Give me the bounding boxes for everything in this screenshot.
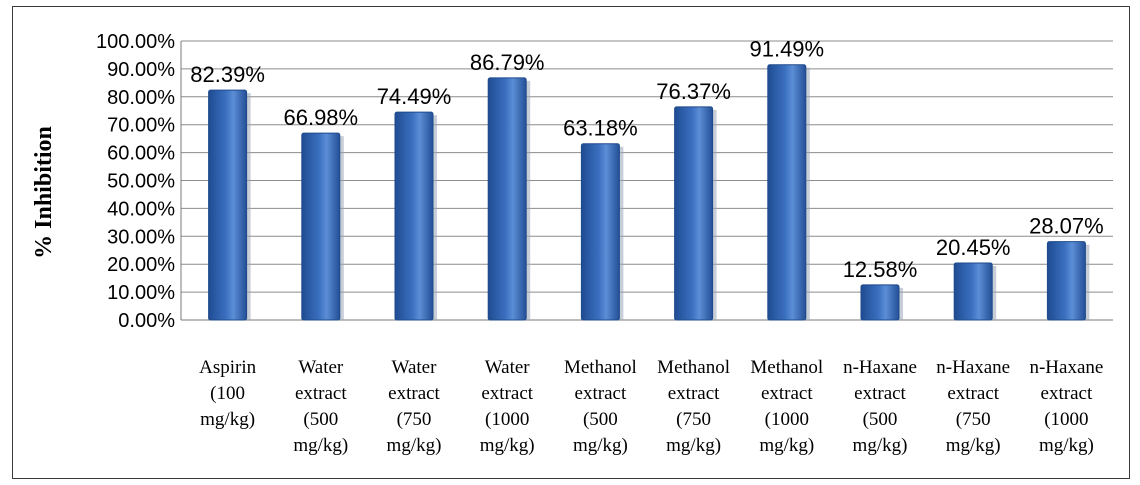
bar xyxy=(208,89,248,321)
data-label: 66.98% xyxy=(283,105,358,130)
x-category-label: n-Haxane extract (750 mg/kg) xyxy=(936,357,1010,456)
y-tick-label: 20.00% xyxy=(107,254,175,276)
bar xyxy=(487,77,527,321)
x-category-label: Water extract (750 mg/kg) xyxy=(387,357,442,456)
y-tick-label: 100.00% xyxy=(96,31,175,53)
bar xyxy=(860,284,900,321)
data-label: 91.49% xyxy=(749,37,824,62)
bar xyxy=(301,132,341,321)
y-tick-label: 10.00% xyxy=(107,282,175,304)
data-label: 86.79% xyxy=(470,50,545,75)
bars xyxy=(208,64,1090,321)
y-axis-tick-labels: 0.00% 10.00% 20.00% 30.00% 40.00% 50.00% 60.00… xyxy=(96,31,175,332)
x-axis-category-labels: Aspirin (100 mg/kg) Water extract (500 mg/kg) W… xyxy=(199,357,1103,456)
bar xyxy=(674,106,714,321)
y-tick-label: 40.00% xyxy=(107,198,175,220)
x-category-label: Aspirin (100 mg/kg) xyxy=(199,357,257,430)
y-tick-label: 80.00% xyxy=(107,87,175,109)
y-tick-label: 70.00% xyxy=(107,115,175,137)
bar xyxy=(394,111,434,321)
y-tick-label: 90.00% xyxy=(107,59,175,81)
y-tick-label: 30.00% xyxy=(107,226,175,248)
bar xyxy=(767,64,807,321)
x-category-label: Methanol extract (1000 mg/kg) xyxy=(750,357,823,456)
x-category-label: Water extract (1000 mg/kg) xyxy=(480,357,535,456)
data-label: 76.37% xyxy=(656,79,731,104)
data-label: 74.49% xyxy=(377,84,452,109)
y-axis-title: % Inhibition xyxy=(31,126,57,259)
x-category-label: n-Haxane extract (1000 mg/kg) xyxy=(1029,357,1103,456)
y-tick-label: 50.00% xyxy=(107,171,175,193)
y-tick-label: 0.00% xyxy=(118,310,175,332)
bar xyxy=(580,143,620,321)
data-label: 63.18% xyxy=(563,116,638,141)
data-label: 82.39% xyxy=(190,62,265,87)
x-category-label: Methanol extract (500 mg/kg) xyxy=(564,357,637,456)
data-label: 20.45% xyxy=(936,235,1011,260)
x-category-label: Water extract (500 mg/kg) xyxy=(293,357,348,456)
x-category-label: n-Haxane extract (500 mg/kg) xyxy=(843,357,917,456)
x-category-label: Methanol extract (750 mg/kg) xyxy=(657,357,730,456)
data-label: 12.58% xyxy=(843,257,918,282)
y-tick-label: 60.00% xyxy=(107,143,175,165)
data-labels: 82.39% 66.98% 74.49% 86.79% 63.18% 76.37% 91.4… xyxy=(190,37,1103,282)
bar xyxy=(1046,241,1086,321)
bar-chart: 0.00% 10.00% 20.00% 30.00% 40.00% 50.00% 60.00… xyxy=(31,31,1113,456)
chart-frame: 0.00% 10.00% 20.00% 30.00% 40.00% 50.00% 60.00… xyxy=(12,6,1130,479)
data-label: 28.07% xyxy=(1029,214,1104,239)
bar xyxy=(953,262,993,321)
